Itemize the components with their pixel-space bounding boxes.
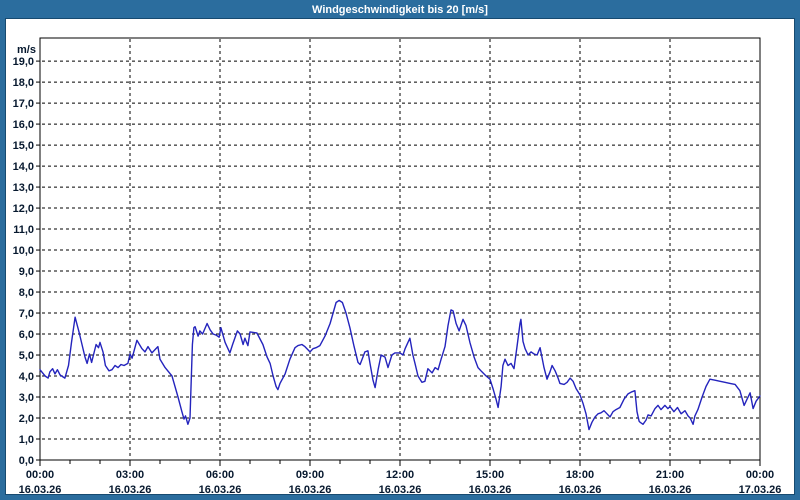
x-tick-time-label: 12:00 xyxy=(386,469,414,481)
x-tick-date-label: 16.03.26 xyxy=(469,484,512,494)
y-tick-label: 19,0 xyxy=(13,56,34,68)
plot-border xyxy=(39,37,761,461)
y-tick-label: 15,0 xyxy=(13,140,34,152)
y-tick-label: 17,0 xyxy=(13,98,34,110)
y-tick-label: 14,0 xyxy=(13,161,34,173)
chart-title: Windgeschwindigkeit bis 20 [m/s] xyxy=(312,3,488,16)
x-tick-date-label: 16.03.26 xyxy=(649,484,692,494)
y-tick-label: 10,0 xyxy=(13,245,34,257)
x-tick-time-label: 00:00 xyxy=(26,469,54,481)
y-tick-label: 16,0 xyxy=(13,119,34,131)
wind-speed-chart: 0,0 1,0 2,0 3,0 4,0 5,0 6,0 7,0 8,0 9,0 10,0 11,0 12… xyxy=(13,37,782,494)
y-tick-label: 13,0 xyxy=(13,182,34,194)
x-tick-time-label: 06:00 xyxy=(206,469,234,481)
y-tick-label: 0,0 xyxy=(19,455,34,467)
x-tick-time-label: 15:00 xyxy=(476,469,504,481)
x-tick-time-label: 09:00 xyxy=(296,469,324,481)
x-tick-time-label: 03:00 xyxy=(116,469,144,481)
y-tick-label: 8,0 xyxy=(19,287,34,299)
x-tick-time-label: 21:00 xyxy=(656,469,684,481)
x-tick-date-label: 16.03.26 xyxy=(109,484,152,494)
x-tick-date-label: 16.03.26 xyxy=(379,484,422,494)
y-tick-label: 5,0 xyxy=(19,350,34,362)
wind-speed-line xyxy=(39,299,761,431)
y-tick-label: 1,0 xyxy=(19,434,34,446)
y-tick-label: 18,0 xyxy=(13,77,34,89)
y-tick-label: 7,0 xyxy=(19,308,34,320)
y-tick-label: 2,0 xyxy=(19,413,34,425)
x-tick-time-label: 00:00 xyxy=(746,469,774,481)
y-tick-label: 11,0 xyxy=(13,224,34,236)
x-tick-date-label: 16.03.26 xyxy=(289,484,332,494)
y-tick-label: 4,0 xyxy=(19,371,34,383)
x-tick-date-label: 16.03.26 xyxy=(19,484,62,494)
y-tick-label: 3,0 xyxy=(19,392,34,404)
chart-panel: 0,0 1,0 2,0 3,0 4,0 5,0 6,0 7,0 8,0 9,0 10,0 11,0 12… xyxy=(5,18,795,495)
y-tick-label: 9,0 xyxy=(19,266,34,278)
y-tick-label: 6,0 xyxy=(19,329,34,341)
y-axis-unit-label: m/s xyxy=(17,44,36,56)
x-tick-date-label: 16.03.26 xyxy=(199,484,242,494)
y-tick-label: 12,0 xyxy=(13,203,34,215)
x-tick-date-label: 17.03.26 xyxy=(739,484,782,494)
x-tick-date-label: 16.03.26 xyxy=(559,484,602,494)
x-tick-time-label: 18:00 xyxy=(566,469,594,481)
